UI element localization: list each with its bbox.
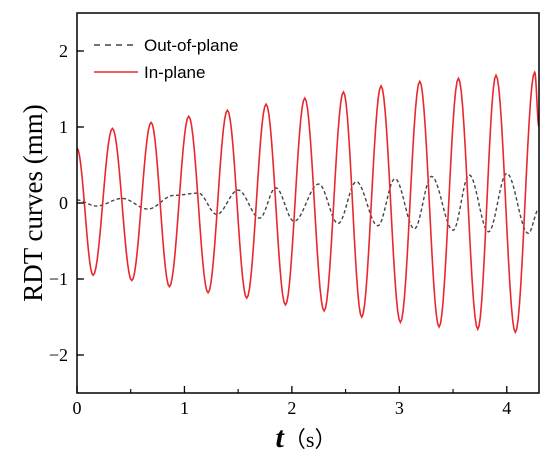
series-layer [76,70,540,335]
x-tick-label: 4 [502,398,511,418]
x-tick-label: 3 [395,398,404,418]
y-tick-label: −2 [49,345,68,365]
series-line-out-of-plane [76,172,540,235]
x-axis-unit: （s） [284,427,337,452]
x-tick-label: 0 [73,398,82,418]
series-line-in-plane [76,70,540,335]
y-tick-label: 1 [59,117,68,137]
x-tick-label: 2 [287,398,296,418]
y-tick-label: 0 [59,193,68,213]
ticks-layer: 0 1 2 3 4 −2 −1 0 1 2 [49,41,511,418]
x-tick-label: 1 [180,398,189,418]
legend-label-out-of-plane: Out-of-plane [144,36,239,55]
y-tick-label: 2 [59,41,68,61]
legend: Out-of-plane In-plane [94,36,239,82]
y-tick-label: −1 [49,269,68,289]
x-axis-title: t（s） [276,421,337,454]
x-axis-symbol: t [276,421,286,454]
legend-label-in-plane: In-plane [144,63,205,82]
y-axis-title: RDT curves (mm) [18,104,48,301]
